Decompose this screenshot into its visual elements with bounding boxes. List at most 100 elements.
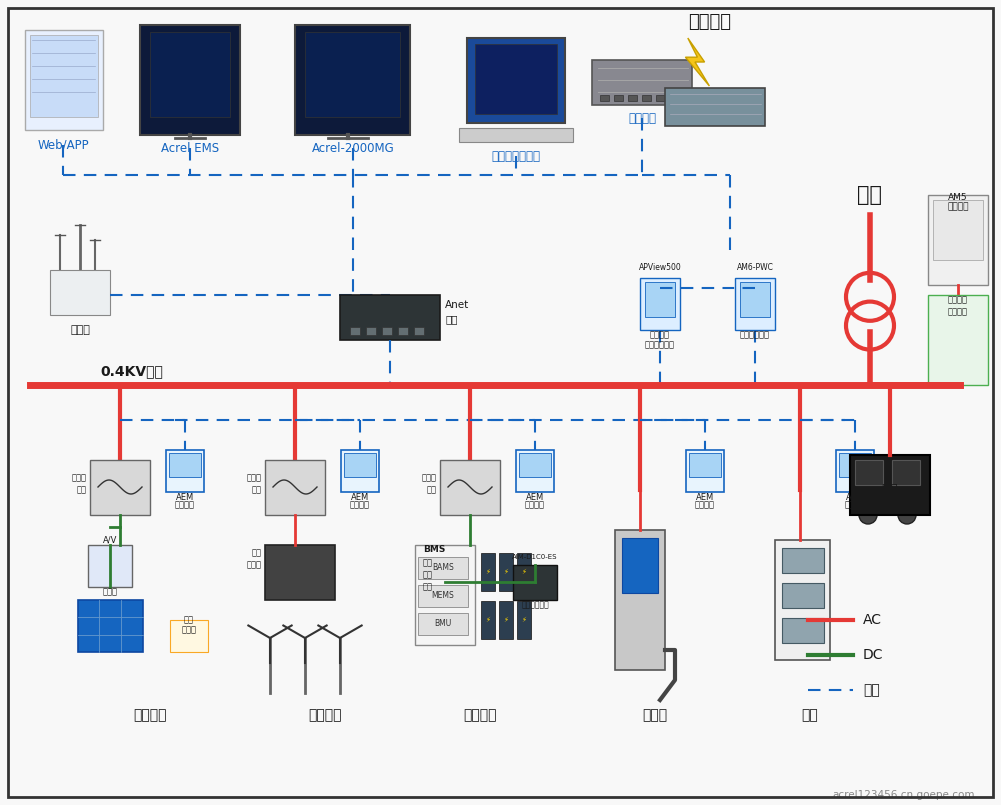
Bar bbox=[628, 95, 637, 101]
Text: AM5: AM5 bbox=[948, 193, 968, 203]
Text: AM6-PWC: AM6-PWC bbox=[737, 263, 774, 273]
Text: 0.4KV母线: 0.4KV母线 bbox=[100, 364, 163, 378]
Bar bbox=[50, 270, 110, 315]
Bar bbox=[25, 30, 103, 130]
Text: 变器: 变器 bbox=[77, 485, 87, 494]
Bar bbox=[481, 553, 495, 591]
Text: APView500: APView500 bbox=[639, 263, 682, 273]
Bar bbox=[499, 601, 513, 639]
Bar bbox=[517, 601, 531, 639]
Bar bbox=[839, 453, 871, 477]
Text: Acrel EMS: Acrel EMS bbox=[161, 142, 219, 155]
Bar bbox=[475, 44, 557, 114]
Bar bbox=[622, 538, 658, 593]
Bar bbox=[600, 95, 609, 101]
Text: 风电系统: 风电系统 bbox=[308, 708, 341, 722]
Bar bbox=[499, 553, 513, 591]
Text: 无功补偿: 无功补偿 bbox=[948, 308, 968, 316]
Text: AEM: AEM bbox=[351, 493, 369, 502]
Text: 交流计量: 交流计量 bbox=[350, 501, 370, 510]
Bar bbox=[77, 600, 142, 652]
Text: 储能变: 储能变 bbox=[422, 473, 437, 482]
Bar bbox=[305, 32, 400, 117]
Bar bbox=[740, 282, 770, 317]
Bar bbox=[735, 278, 775, 330]
Bar bbox=[516, 450, 554, 492]
Text: 流器: 流器 bbox=[427, 485, 437, 494]
Text: 交流计量: 交流计量 bbox=[845, 501, 865, 510]
Bar bbox=[782, 618, 824, 643]
Bar bbox=[592, 60, 692, 105]
Bar bbox=[418, 585, 468, 607]
Bar bbox=[850, 455, 930, 515]
Text: 光伏: 光伏 bbox=[184, 616, 194, 625]
Text: 负载: 负载 bbox=[802, 708, 819, 722]
Text: 风电逆: 风电逆 bbox=[247, 473, 262, 482]
Bar bbox=[640, 278, 680, 330]
Text: 电池: 电池 bbox=[423, 559, 433, 568]
Text: BMS: BMS bbox=[423, 546, 445, 555]
Text: 汇流箱: 汇流箱 bbox=[102, 588, 117, 597]
Text: AEM: AEM bbox=[696, 493, 714, 502]
Text: ⚡: ⚡ bbox=[485, 569, 490, 575]
Bar bbox=[140, 25, 240, 135]
Bar bbox=[414, 327, 424, 335]
Text: BAMS: BAMS bbox=[432, 564, 453, 572]
Bar bbox=[440, 460, 500, 515]
Text: 柴发: 柴发 bbox=[882, 483, 898, 497]
Text: ⚡: ⚡ bbox=[522, 617, 527, 623]
Text: 网关: 网关 bbox=[445, 314, 457, 324]
Text: 优化器: 优化器 bbox=[181, 625, 196, 634]
Bar bbox=[30, 35, 98, 117]
Text: 电能质量: 电能质量 bbox=[650, 331, 670, 340]
Text: ⚡: ⚡ bbox=[504, 569, 509, 575]
Circle shape bbox=[859, 506, 877, 524]
Text: 箱变测控装置: 箱变测控装置 bbox=[740, 331, 770, 340]
Bar bbox=[665, 88, 765, 126]
Text: Acrel-2000MG: Acrel-2000MG bbox=[311, 142, 394, 155]
Text: ⚡: ⚡ bbox=[522, 569, 527, 575]
Bar bbox=[517, 553, 531, 591]
Bar bbox=[836, 450, 874, 492]
Text: 光伏系统: 光伏系统 bbox=[133, 708, 167, 722]
Bar bbox=[170, 620, 208, 652]
Bar bbox=[415, 545, 475, 645]
Bar bbox=[265, 545, 335, 600]
Bar bbox=[90, 460, 150, 515]
Bar bbox=[686, 450, 724, 492]
Bar bbox=[614, 95, 623, 101]
Bar bbox=[344, 453, 376, 477]
Text: 在线监测装置: 在线监测装置 bbox=[645, 341, 675, 349]
Bar bbox=[892, 460, 920, 485]
Circle shape bbox=[898, 506, 916, 524]
Bar bbox=[366, 327, 376, 335]
Text: DC: DC bbox=[863, 648, 884, 662]
Text: 有源滤波: 有源滤波 bbox=[948, 295, 968, 304]
Bar bbox=[459, 128, 573, 142]
Text: 远动设备: 远动设备 bbox=[628, 112, 656, 125]
Text: 交流计量: 交流计量 bbox=[695, 501, 715, 510]
Bar bbox=[645, 282, 675, 317]
Text: 交流计量: 交流计量 bbox=[175, 501, 195, 510]
Bar bbox=[265, 460, 325, 515]
Text: 充电桩: 充电桩 bbox=[643, 708, 668, 722]
Text: 功率预测工作站: 功率预测工作站 bbox=[491, 150, 541, 163]
Polygon shape bbox=[795, 626, 805, 638]
Bar bbox=[855, 460, 883, 485]
Bar bbox=[467, 38, 565, 123]
Bar bbox=[481, 601, 495, 639]
Bar bbox=[88, 545, 132, 587]
Text: 风电: 风电 bbox=[252, 548, 262, 558]
Text: BMU: BMU bbox=[434, 620, 451, 629]
Bar bbox=[418, 613, 468, 635]
Bar bbox=[928, 295, 988, 385]
Bar bbox=[519, 453, 551, 477]
Bar bbox=[782, 548, 824, 573]
Text: AIM-D1C0-ES: AIM-D1C0-ES bbox=[513, 554, 558, 560]
Text: 气象站: 气象站 bbox=[70, 325, 90, 335]
Text: 通讯: 通讯 bbox=[863, 683, 880, 697]
Bar bbox=[340, 295, 440, 340]
Text: AC: AC bbox=[863, 613, 882, 627]
Bar bbox=[782, 583, 824, 608]
Polygon shape bbox=[686, 38, 710, 86]
